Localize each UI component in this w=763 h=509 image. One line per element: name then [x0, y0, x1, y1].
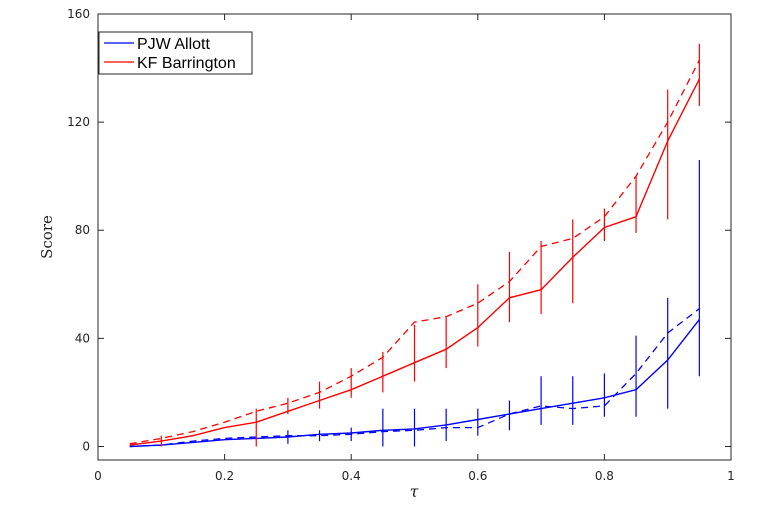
y-tick-label: 40 [75, 331, 90, 345]
legend-box [98, 31, 253, 75]
series-pjw-allott [129, 159, 700, 448]
y-tick-label: 0 [82, 439, 90, 453]
legend-label-kf-barrington: KF Barrington [137, 55, 236, 72]
plot-area-background [98, 14, 731, 460]
x-tick-label: 0.6 [468, 469, 487, 483]
x-tick-label: 1 [727, 469, 735, 483]
x-tick-label: 0.4 [342, 469, 361, 483]
series-kf-barrington [129, 43, 701, 447]
legend-label-pjw-allott: PJW Allott [137, 36, 210, 53]
x-tick-label: 0.2 [215, 469, 234, 483]
series-solid-line [129, 318, 700, 448]
y-axis-ticks: 0 40 80 120 160 [67, 7, 731, 453]
y-tick-label: 120 [67, 115, 90, 129]
plot-frame [97, 13, 732, 461]
y-tick-label: 80 [75, 223, 90, 237]
y-axis-label: Score [38, 215, 56, 259]
series-solid-line [129, 78, 701, 446]
x-axis-label: τ [410, 482, 420, 501]
series-layer [129, 43, 701, 448]
x-axis-ticks: 0 0.2 0.4 0.6 0.8 1 [94, 14, 735, 483]
y-tick-label: 160 [67, 7, 90, 21]
legend: PJW Allott KF Barrington [98, 31, 253, 75]
series-dashed-line [129, 59, 700, 445]
x-tick-label: 0 [94, 469, 102, 483]
x-tick-label: 0.8 [595, 469, 614, 483]
